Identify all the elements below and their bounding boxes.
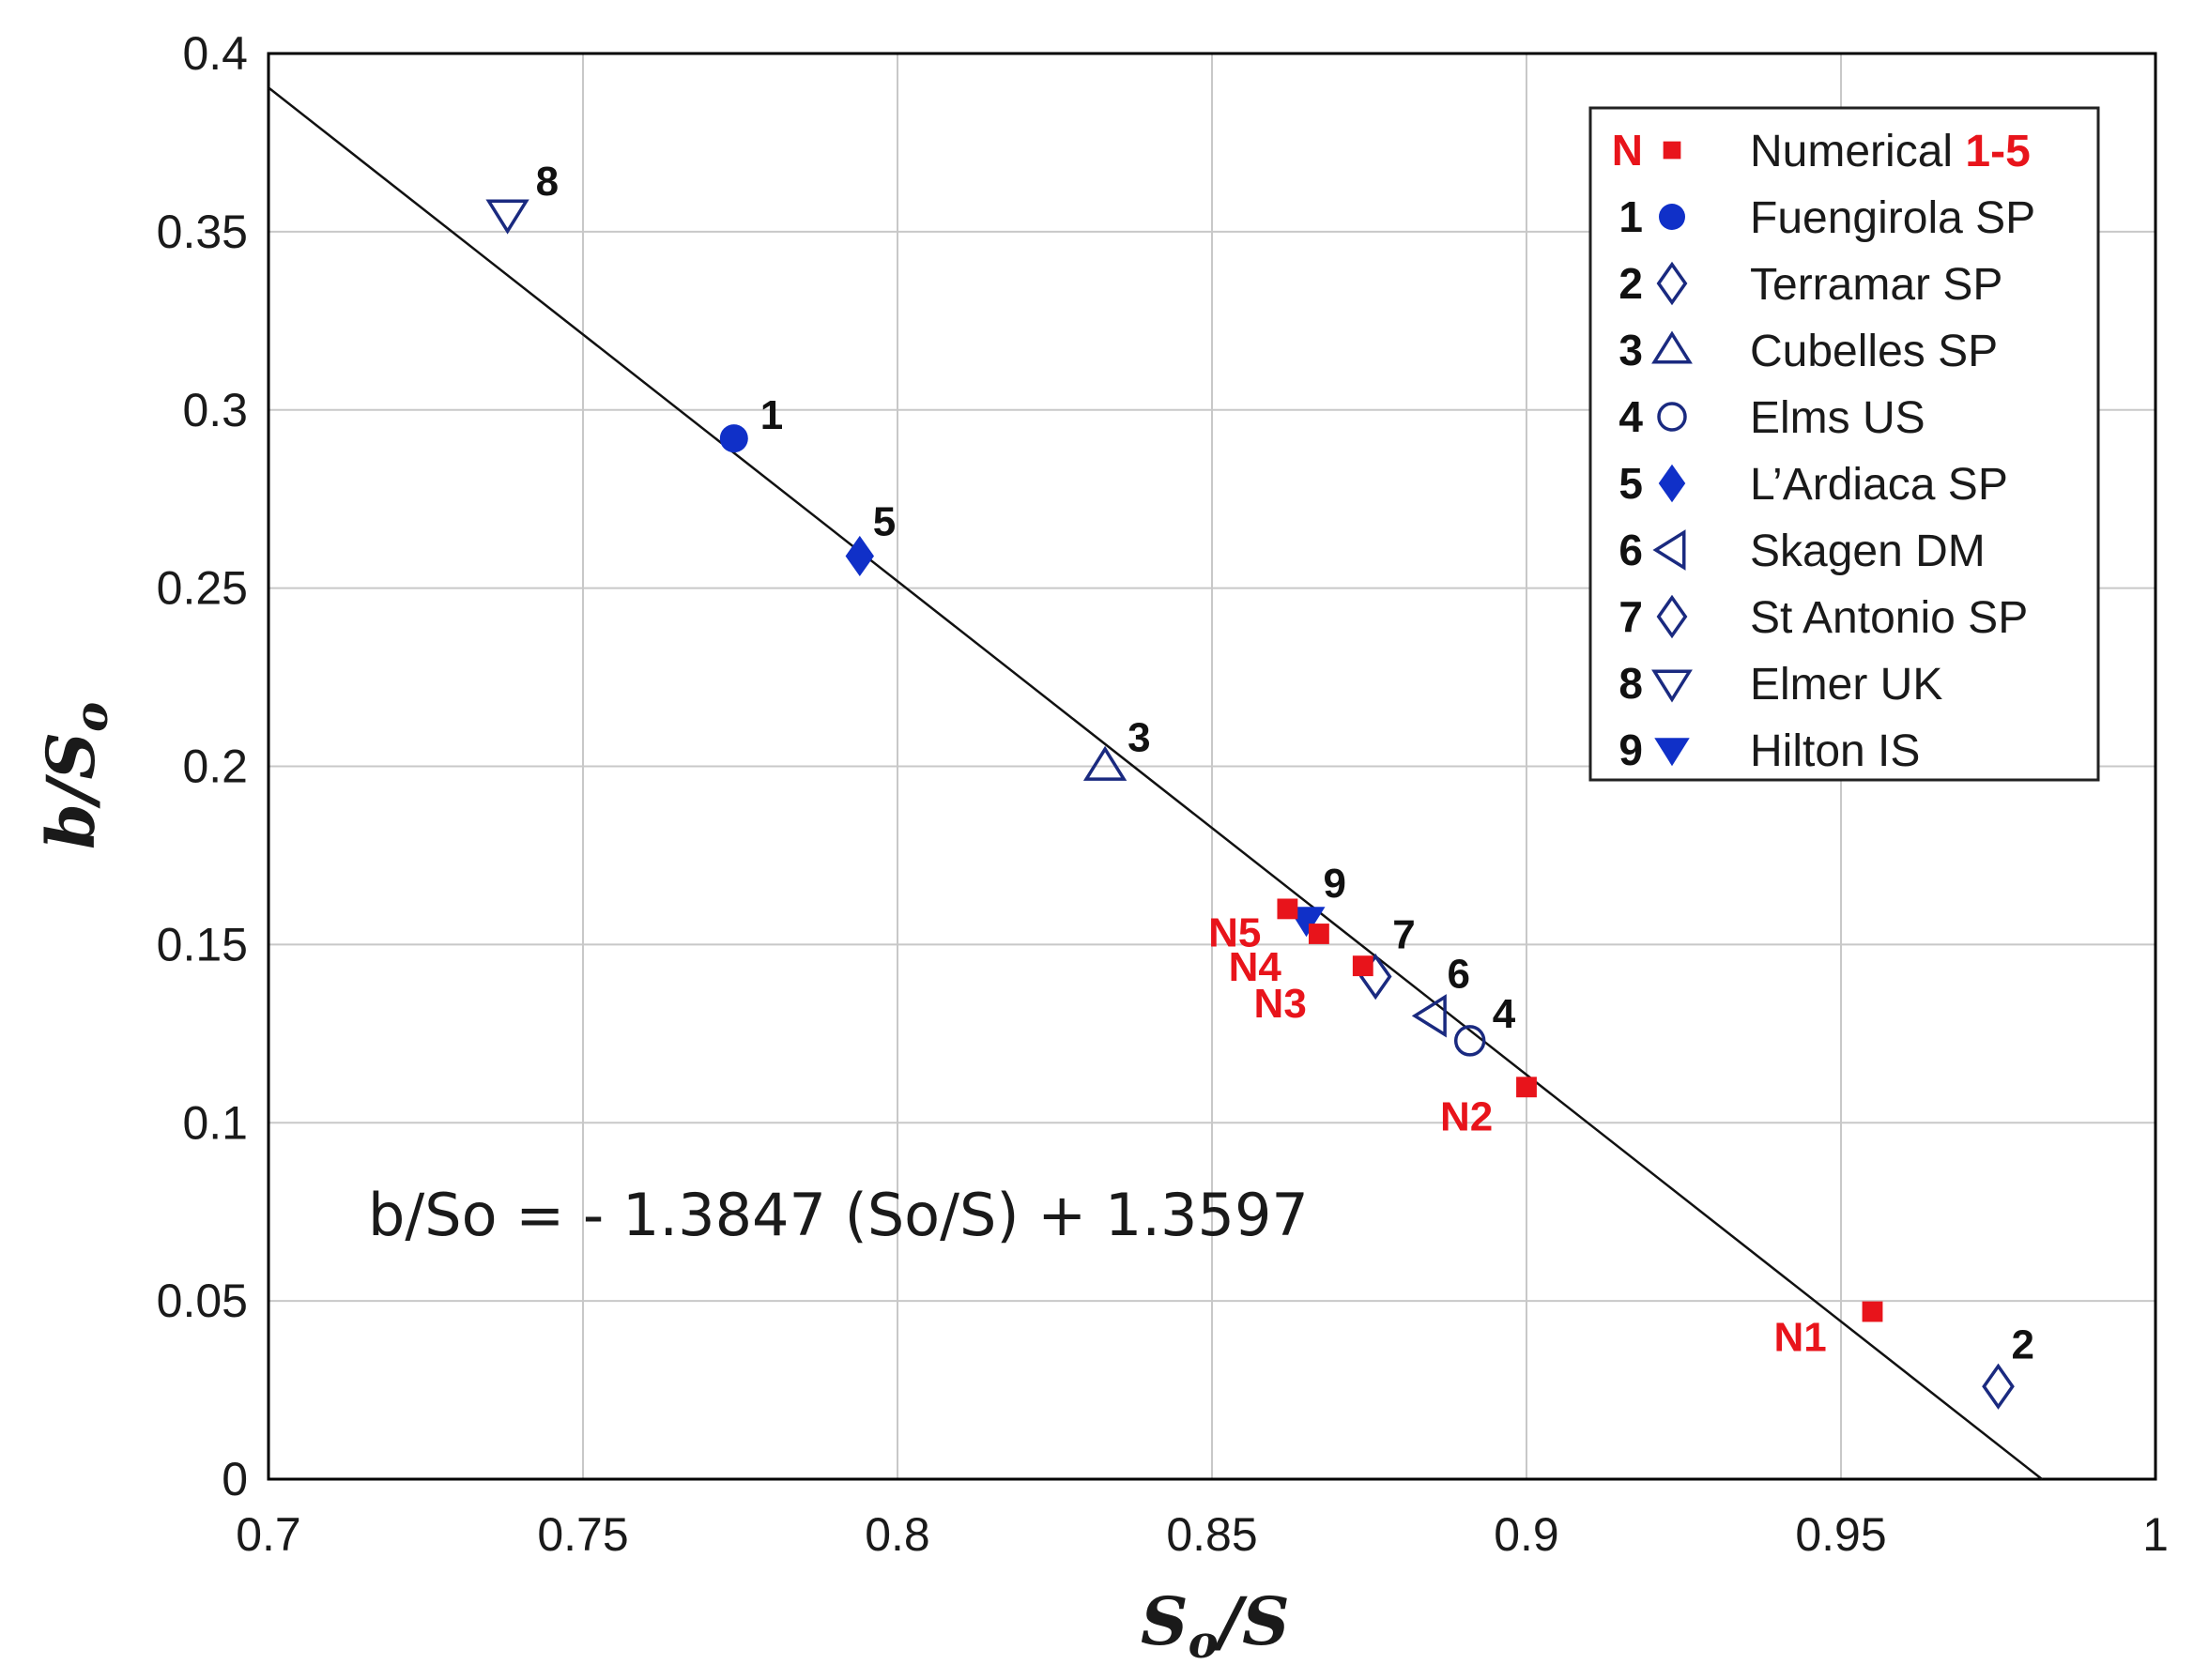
y-tick-label: 0.4 <box>182 27 248 80</box>
legend-number: 3 <box>1618 326 1643 374</box>
legend-label: Fuengirola SP <box>1750 193 2035 243</box>
fit-line <box>268 86 2044 1481</box>
point-label-N1: N1 <box>1774 1315 1827 1361</box>
legend: N Numerical 1-5 1 Fuengirola SP 2 Terramar SP… <box>1588 106 2100 782</box>
legend-label: St Antonio SP <box>1750 593 2028 643</box>
legend-item-9: 9 Hilton IS <box>1618 725 1920 776</box>
point-label-7: 7 <box>1392 912 1415 958</box>
fit-equation-label: b/So = - 1.3847 (So/S) + 1.3597 <box>368 1181 1309 1249</box>
legend-marker-8 <box>1651 669 1693 703</box>
point-label-8: 8 <box>536 159 559 205</box>
x-tick-label: 0.95 <box>1795 1508 1886 1561</box>
point-label-3: 3 <box>1128 715 1150 761</box>
legend-number: 6 <box>1618 526 1643 574</box>
y-tick-label: 0.2 <box>182 741 248 793</box>
legend-label: Cubelles SP <box>1750 327 1998 376</box>
data-point-N1 <box>1862 1301 1883 1322</box>
x-axis-ticks: 0.7 0.75 0.8 0.85 0.9 0.95 1 <box>236 1508 2169 1561</box>
x-tick-label: 1 <box>2142 1508 2169 1561</box>
plot-frame <box>267 52 2157 1481</box>
legend-item-4: 4 Elms US <box>1618 392 1925 443</box>
legend-marker-2 <box>1656 261 1688 306</box>
x-tick-label: 0.7 <box>236 1508 301 1561</box>
point-label-1: 1 <box>760 392 783 438</box>
y-tick-label: 0.05 <box>157 1275 248 1327</box>
x-tick-label: 0.8 <box>865 1508 930 1561</box>
legend-label: Elmer UK <box>1750 660 1942 710</box>
y-tick-label: 0.25 <box>157 562 248 615</box>
legend-item-6: 6 Skagen DM <box>1618 526 1985 576</box>
legend-marker-6 <box>1652 529 1686 571</box>
legend-item-5: 5 L’Ardiaca SP <box>1618 459 2007 510</box>
legend-number: 1 <box>1618 192 1643 241</box>
legend-marker-5 <box>1658 464 1686 503</box>
y-tick-label: 0.15 <box>157 918 248 970</box>
x-axis-title: So/S <box>1141 1582 1290 1669</box>
x-tick-label: 0.85 <box>1166 1508 1257 1561</box>
legend-number: 9 <box>1618 725 1643 774</box>
legend-marker-9 <box>1654 738 1690 767</box>
legend-number: 2 <box>1618 259 1643 308</box>
legend-label: Skagen DM <box>1750 527 1986 576</box>
legend-label: L’Ardiaca SP <box>1750 460 2008 510</box>
data-point-5 <box>845 535 874 577</box>
data-points <box>485 199 2015 1410</box>
legend-item-7: 7 St Antonio SP <box>1618 592 2028 643</box>
x-tick-label: 0.75 <box>537 1508 628 1561</box>
point-label-9: 9 <box>1324 861 1346 907</box>
legend-marker-1 <box>1659 204 1685 230</box>
y-tick-label: 0.1 <box>182 1096 248 1149</box>
data-point-4 <box>1453 1025 1486 1057</box>
legend-number: N <box>1612 126 1643 175</box>
legend-item-2: 2 Terramar SP <box>1618 259 2002 310</box>
legend-marker-3 <box>1651 330 1693 364</box>
x-tick-label: 0.9 <box>1494 1508 1559 1561</box>
legend-number: 7 <box>1618 592 1643 641</box>
data-point-1 <box>719 424 748 453</box>
legend-item-8: 8 Elmer UK <box>1618 659 1942 710</box>
data-point-N3 <box>1352 955 1373 977</box>
data-point-N4 <box>1308 924 1329 944</box>
legend-label: Elms US <box>1750 393 1925 443</box>
legend-label: Numerical 1-5 <box>1750 127 2031 176</box>
point-label-N3: N3 <box>1254 981 1307 1027</box>
legend-marker-4 <box>1657 402 1687 432</box>
legend-number: 4 <box>1618 392 1643 441</box>
point-label-6: 6 <box>1448 951 1470 997</box>
data-point-6 <box>1411 994 1447 1038</box>
legend-item-3: 3 Cubelles SP <box>1618 326 1998 376</box>
data-point-2 <box>1982 1363 2015 1410</box>
y-tick-label: 0 <box>222 1453 248 1505</box>
y-tick-label: 0.3 <box>182 384 248 436</box>
legend-item-N: N Numerical 1-5 <box>1612 126 2031 176</box>
point-label-4: 4 <box>1493 991 1516 1037</box>
data-point-8 <box>485 199 529 235</box>
point-label-2: 2 <box>2012 1321 2034 1367</box>
y-axis-title: b/So <box>32 702 118 849</box>
point-label-N5: N5 <box>1208 909 1261 955</box>
legend-number: 8 <box>1618 659 1643 708</box>
data-point-N2 <box>1516 1077 1537 1098</box>
y-axis-ticks: 0 0.05 0.1 0.15 0.2 0.25 0.3 0.35 0.4 <box>157 27 248 1505</box>
y-tick-label: 0.35 <box>157 206 248 258</box>
point-label-N4: N4 <box>1229 944 1282 990</box>
data-point-N5 <box>1277 898 1298 920</box>
point-label-5: 5 <box>873 498 896 544</box>
legend-label: Hilton IS <box>1750 726 1920 776</box>
legend-item-1: 1 Fuengirola SP <box>1618 192 2035 243</box>
legend-marker-N <box>1663 141 1681 160</box>
legend-number: 5 <box>1618 459 1643 508</box>
data-point-3 <box>1082 745 1128 781</box>
point-label-N2: N2 <box>1440 1093 1493 1139</box>
legend-label-suffix: 1-5 <box>1953 127 2031 176</box>
legend-label: Terramar SP <box>1750 260 2002 310</box>
legend-marker-7 <box>1656 594 1688 639</box>
